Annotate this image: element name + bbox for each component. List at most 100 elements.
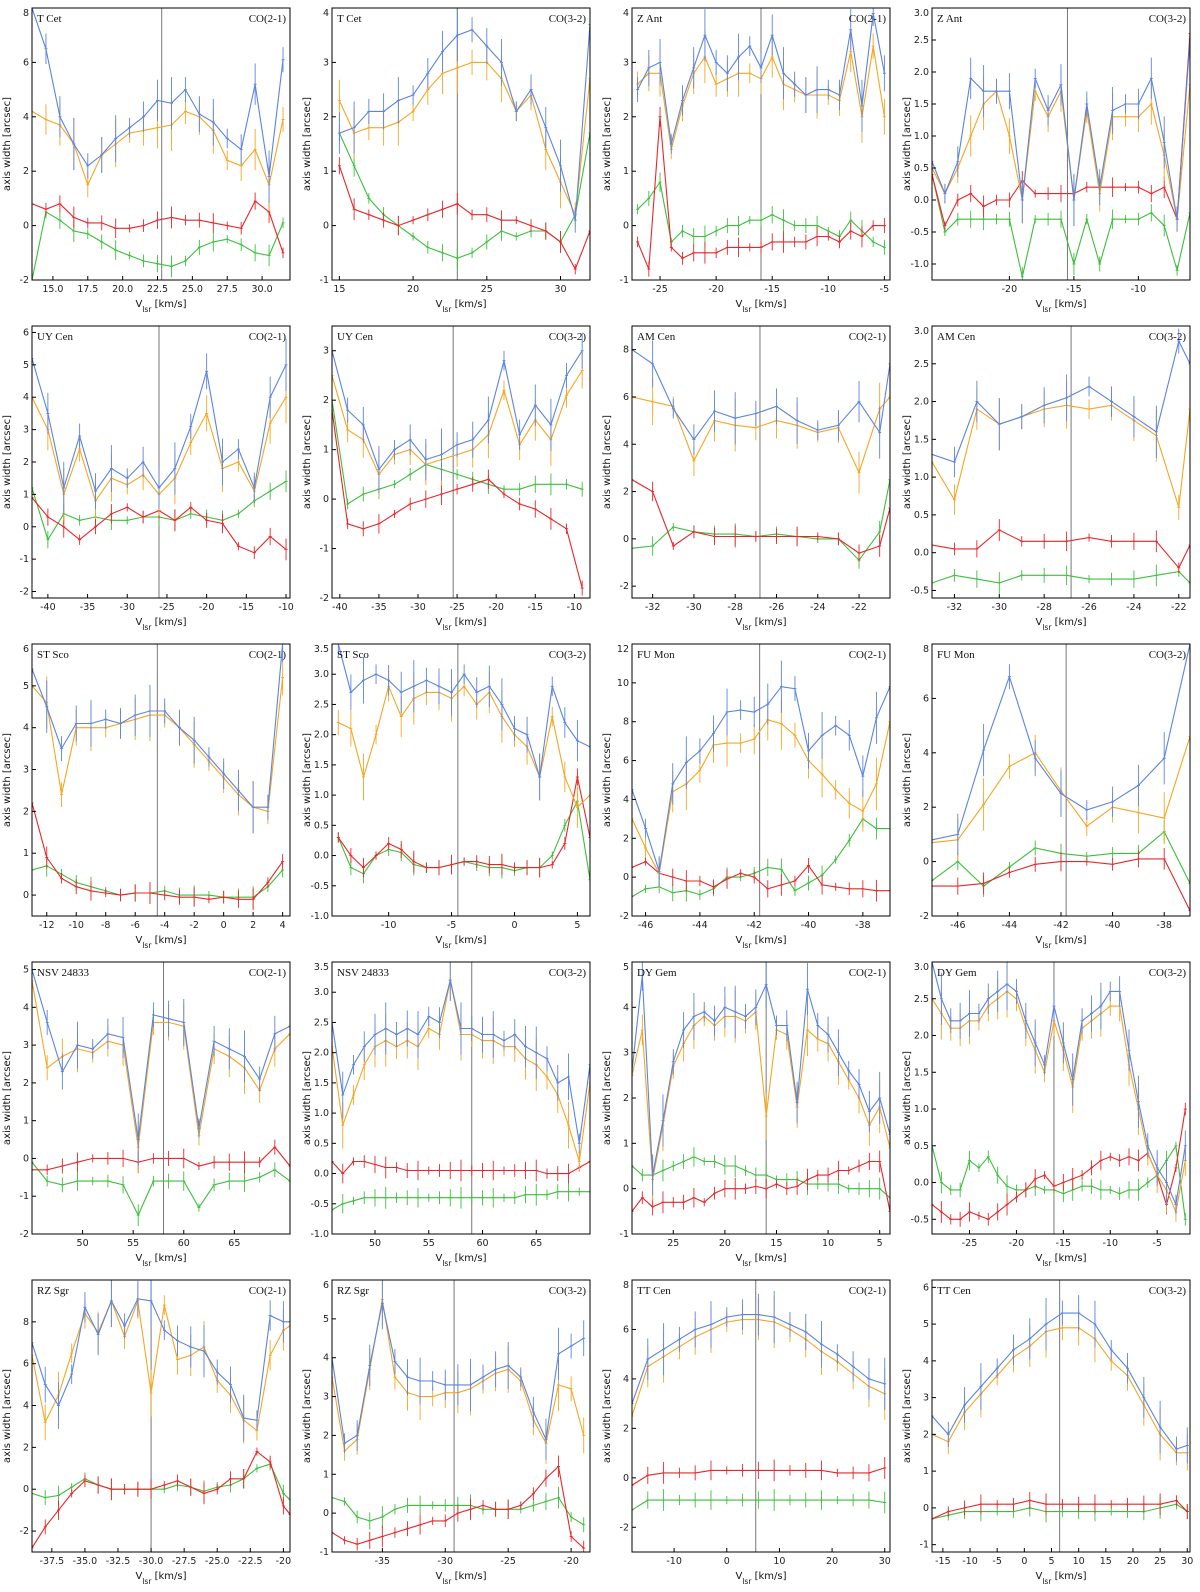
x-axis-label: Vlsr [km/s] [735,935,786,950]
y-axis-label: axis width [arcsec] [302,1369,313,1463]
x-tick-label: -46 [950,920,966,931]
y-tick-label: 2 [23,457,29,468]
x-tick-label: -25 [500,1556,516,1567]
chart-svg: 0 1 2 3 4 5 6 -12 -10 -8 -6 -4 -2 0 2 4 ST Sco CO(2-1) Vls… [2,643,291,950]
y-tick-label: 0 [23,221,29,232]
blue-series-line [32,644,284,808]
red-series-line [932,1108,1186,1220]
transition-label: CO(3-2) [1149,967,1187,979]
x-axis-label: Vlsr [km/s] [135,1253,186,1268]
y-tick-label: 2 [23,806,29,817]
green-series-line [632,479,890,562]
y-tick-label: -0.5 [910,227,929,238]
y-tick-label: 1 [323,445,329,456]
orange-series-line [632,719,890,875]
plot-frame [631,325,891,599]
red-series-line [32,200,284,253]
star-name-label: T Cet [337,13,362,25]
x-tick-label: -44 [1002,920,1018,931]
chart-panel: -1.0 -0.5 0.0 0.5 1.0 1.5 2.0 2.5 3.0 -20 -15 -10 Z … [902,2,1198,318]
y-tick-label: 4 [623,1374,629,1385]
y-tick-label: -2 [20,587,29,598]
x-tick-label: -20 [1009,1238,1025,1249]
y-tick-label: 3 [923,1393,929,1404]
x-tick-label: -20 [563,1556,579,1567]
green-series-line [932,174,1190,277]
x-tick-label: -35.0 [73,1556,98,1567]
y-tick-label: 0.5 [314,1138,329,1149]
x-tick-label: 10 [1073,1556,1085,1567]
y-tick-label: 1.5 [914,434,929,445]
x-tick-label: -30 [686,602,702,613]
red-series-line [637,116,885,270]
y-tick-label: 2.5 [314,1017,329,1028]
y-tick-label: 1 [923,1466,929,1477]
transition-label: CO(3-2) [1149,1285,1187,1297]
chart-panel: -1.0 -0.5 0.0 0.5 1.0 1.5 2.0 2.5 3.0 3.5 -10 -5 0 5 S… [302,638,598,954]
y-tick-label: 4 [23,392,29,403]
y-tick-label: 0 [623,1473,629,1484]
x-tick-label: 20 [826,1556,838,1567]
y-tick-label: -2 [620,1522,629,1533]
x-tick-label: -6 [130,920,139,931]
y-tick-label: 2 [623,1423,629,1434]
y-axis-label: axis width [arcsec] [902,1369,913,1463]
y-tick-label: 3.0 [314,987,329,998]
blue-series-line [32,358,287,493]
green-series-line [32,211,284,280]
plot-area [32,1280,290,1552]
y-tick-label: -1 [320,544,329,555]
red-series-line [332,410,583,589]
x-tick-label: -5 [447,920,456,931]
plot-area [32,962,290,1234]
transition-label: CO(3-2) [1149,13,1187,25]
y-tick-label: 10 [617,678,629,689]
y-tick-label: 4 [323,1353,329,1364]
chart-panel: -2 0 2 4 6 8 -37.5 -35.0 -32.5 -30.0 -27.5 -25.0 -22… [2,1274,298,1590]
y-tick-label: 0 [923,1503,929,1514]
x-tick-label: 25 [481,284,493,295]
x-tick-label: 30 [1181,1556,1193,1567]
y-tick-label: -2 [20,275,29,286]
transition-label: CO(2-1) [249,331,287,343]
green-series-line [332,400,583,505]
x-tick-label: -15 [764,284,780,295]
green-series-line [932,571,1190,584]
y-tick-label: 12 [617,644,629,655]
y-tick-label: 5 [923,1319,929,1330]
star-name-label: DY Gem [937,967,977,979]
red-series-line [332,1160,590,1175]
x-tick-label: 15 [333,284,345,295]
red-series-line [932,858,1190,911]
y-tick-label: -1 [20,554,29,565]
x-tick-label: -30 [438,1556,454,1567]
red-series-line [632,1160,890,1212]
y-tick-label: 4 [623,794,629,805]
x-tick-label: 27.5 [217,284,238,295]
blue-series-line [932,39,1190,220]
y-tick-label: 2.0 [914,1031,929,1042]
y-tick-label: 1 [323,166,329,177]
x-tick-label: -10 [1131,284,1147,295]
y-tick-label: 3.0 [914,962,929,973]
y-tick-label: 0 [23,890,29,901]
y-tick-label: 3 [323,1392,329,1403]
y-tick-label: -1 [620,1229,629,1240]
y-tick-label: 3 [623,57,629,68]
x-tick-label: -27.5 [172,1556,197,1567]
y-tick-label: 8 [623,717,629,728]
plot-frame [331,961,591,1235]
x-axis-label: Vlsr [km/s] [435,1253,486,1268]
y-tick-label: 4 [623,439,629,450]
x-axis-label: Vlsr [km/s] [435,299,486,314]
plot-area [332,1280,590,1552]
star-name-label: T Cet [37,13,62,25]
y-tick-label: -0.5 [310,1199,329,1210]
y-axis-label: axis width [arcsec] [2,1369,13,1463]
y-tick-label: 1.5 [914,1067,929,1078]
plot-frame [931,325,1191,599]
y-tick-label: 6 [623,756,629,767]
y-tick-label: 2 [323,1430,329,1441]
